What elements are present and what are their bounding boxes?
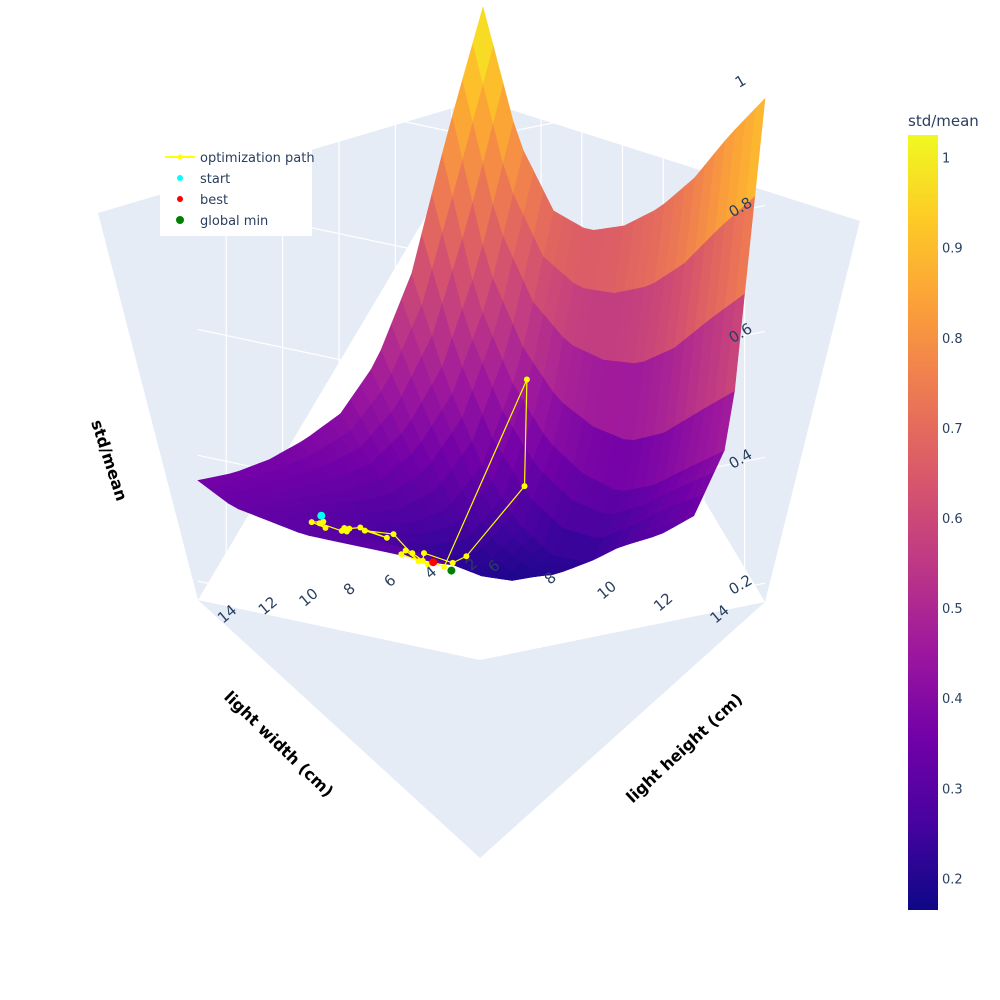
data-point[interactable] (398, 551, 405, 558)
colorbar-title: std/mean (908, 112, 979, 130)
x-tick-label: 6 (381, 571, 400, 591)
data-point[interactable] (346, 525, 353, 532)
floor-right (480, 602, 765, 858)
colorbar-tick-label: 0.4 (942, 692, 963, 707)
colorbar-gradient (908, 135, 938, 910)
colorbar-tick-label: 0.8 (942, 332, 963, 347)
data-point[interactable] (421, 550, 427, 557)
x-tick-label: 8 (340, 579, 359, 599)
data-point[interactable] (441, 564, 448, 570)
surface-cell (472, 6, 494, 85)
colorbar-tick-label: 0.3 (942, 782, 963, 797)
legend: optimization path start best global min (160, 146, 315, 236)
colorbar-tick-label: 0.9 (942, 242, 963, 257)
legend-item-global-min[interactable]: global min (176, 214, 268, 229)
grid-line (395, 583, 681, 643)
legend-item-optimization-path[interactable]: optimization path (165, 151, 315, 166)
data-point[interactable] (316, 520, 323, 527)
floor-left (198, 600, 480, 858)
data-point[interactable] (447, 566, 456, 575)
data-point[interactable] (357, 524, 364, 531)
data-point[interactable] (322, 524, 329, 531)
traces (308, 376, 530, 575)
colorbar-ticks: 0.2 0.3 0.4 0.5 0.6 0.7 0.8 0.9 1 (942, 152, 963, 888)
colorbar-tick-label: 1 (942, 152, 950, 167)
legend-label: optimization path (200, 151, 315, 166)
data-point[interactable] (402, 547, 409, 554)
data-point[interactable] (523, 376, 530, 383)
series-best (429, 558, 438, 567)
x-tick-label: 4 (421, 563, 440, 583)
colorbar-tick-label: 0.5 (942, 602, 963, 617)
series-start (317, 511, 326, 520)
z-tick-label: 1 (732, 71, 749, 91)
data-point[interactable] (409, 550, 416, 557)
legend-box (160, 146, 312, 236)
surface-mesh (197, 6, 766, 581)
data-point[interactable] (463, 553, 470, 560)
data-point[interactable] (521, 483, 528, 490)
colorbar-tick-label: 0.6 (942, 512, 963, 527)
grid-line (197, 580, 766, 642)
data-point[interactable] (317, 511, 326, 520)
series-global-min (447, 566, 456, 575)
grid-line (338, 571, 625, 631)
legend-item-best[interactable]: best (177, 193, 228, 208)
legend-item-start[interactable]: start (177, 172, 230, 187)
legend-label: best (200, 193, 228, 208)
colorbar: std/mean 0.2 0.3 0.4 0.5 0.6 0.7 0.8 0.9 1 (908, 112, 979, 910)
data-point[interactable] (419, 557, 426, 564)
y-tick-label: 12 (650, 589, 676, 615)
data-point[interactable] (429, 558, 438, 567)
data-point[interactable] (449, 559, 456, 566)
z-axis-title: std/mean (87, 417, 131, 503)
legend-label: start (200, 172, 230, 187)
grid-line (451, 595, 737, 655)
colorbar-tick-label: 0.7 (942, 422, 963, 437)
data-point[interactable] (308, 519, 315, 526)
legend-label: global min (200, 214, 268, 229)
y-tick-label: 10 (594, 577, 620, 603)
data-point[interactable] (390, 531, 397, 538)
data-point[interactable] (361, 527, 368, 534)
colorbar-tick-label: 0.2 (942, 872, 963, 887)
data-point[interactable] (383, 534, 390, 541)
